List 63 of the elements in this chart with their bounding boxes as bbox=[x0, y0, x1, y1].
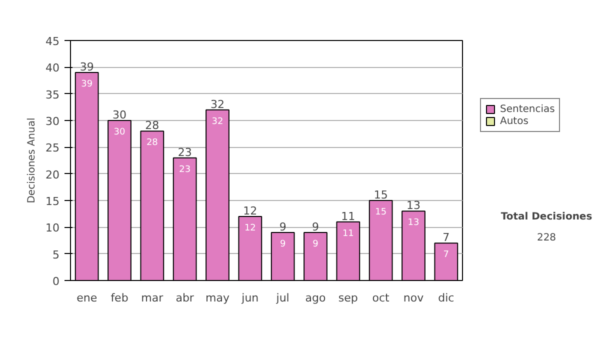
x-tick-label: oct bbox=[372, 292, 390, 304]
x-tick-label: abr bbox=[176, 292, 194, 304]
bar bbox=[270, 232, 295, 280]
data-label: 9 bbox=[312, 240, 319, 250]
total-label: 15 bbox=[374, 188, 388, 202]
data-label: 28 bbox=[146, 138, 158, 148]
bar bbox=[434, 242, 458, 280]
x-tick-label: ago bbox=[305, 292, 326, 304]
y-tick-label: 40 bbox=[46, 62, 60, 75]
bar bbox=[140, 130, 164, 280]
total-label: 13 bbox=[406, 199, 420, 212]
x-tick-label: dic bbox=[438, 292, 454, 304]
bar bbox=[74, 72, 99, 280]
total-label: 30 bbox=[112, 108, 126, 122]
total-label: 12 bbox=[243, 204, 258, 218]
bar bbox=[206, 109, 230, 280]
x-tick-label: mar bbox=[141, 292, 164, 304]
legend-label: Sentencias bbox=[500, 103, 555, 115]
y-tick-label: 25 bbox=[46, 142, 60, 155]
data-label: 12 bbox=[244, 224, 256, 234]
bar bbox=[402, 210, 426, 280]
total-label: 23 bbox=[178, 146, 192, 159]
y-tick-label: 45 bbox=[46, 35, 60, 48]
text: Total Decisiones bbox=[500, 212, 592, 222]
data-label: 7 bbox=[443, 250, 450, 260]
data-label: 23 bbox=[179, 164, 191, 175]
bar bbox=[336, 221, 360, 280]
bar bbox=[238, 216, 262, 280]
x-tick-label: jun bbox=[240, 292, 259, 304]
data-label: 13 bbox=[408, 218, 420, 228]
y-tick-label: 10 bbox=[46, 222, 60, 235]
x-tick-label: jul bbox=[275, 292, 290, 304]
data-label: 9 bbox=[280, 240, 286, 250]
total-label: 39 bbox=[80, 60, 94, 74]
data-label: 39 bbox=[81, 80, 93, 90]
data-label: 15 bbox=[375, 208, 387, 218]
bar bbox=[108, 120, 132, 280]
x-tick-label: feb bbox=[110, 292, 128, 304]
bar bbox=[172, 157, 197, 280]
total-label: 9 bbox=[279, 220, 286, 234]
x-tick-label: sep bbox=[338, 292, 358, 304]
data-label: 32 bbox=[212, 116, 224, 127]
x-tick-label: nov bbox=[403, 292, 424, 304]
y-tick-label: 0 bbox=[52, 275, 60, 288]
total-label: 7 bbox=[442, 231, 450, 244]
total-label: 11 bbox=[341, 210, 356, 223]
bar bbox=[304, 232, 328, 280]
data-label: 11 bbox=[342, 228, 354, 239]
y-tick-label: 15 bbox=[46, 195, 60, 208]
y-tick-label: 30 bbox=[46, 115, 60, 128]
text: 228 bbox=[536, 232, 556, 244]
x-tick-label: may bbox=[206, 292, 230, 304]
total-label: 28 bbox=[145, 119, 160, 132]
data-label: 30 bbox=[114, 128, 126, 138]
total-label: 32 bbox=[210, 98, 224, 111]
legend-label: Autos bbox=[500, 115, 528, 127]
y-axis-title: Decisiones Anual bbox=[26, 118, 38, 204]
y-tick-label: 35 bbox=[46, 88, 60, 102]
y-tick-label: 20 bbox=[46, 168, 60, 182]
y-tick-label: 5 bbox=[52, 248, 60, 262]
x-tick-label: ene bbox=[76, 292, 98, 304]
bar bbox=[368, 200, 393, 280]
total-label: 9 bbox=[312, 220, 319, 234]
